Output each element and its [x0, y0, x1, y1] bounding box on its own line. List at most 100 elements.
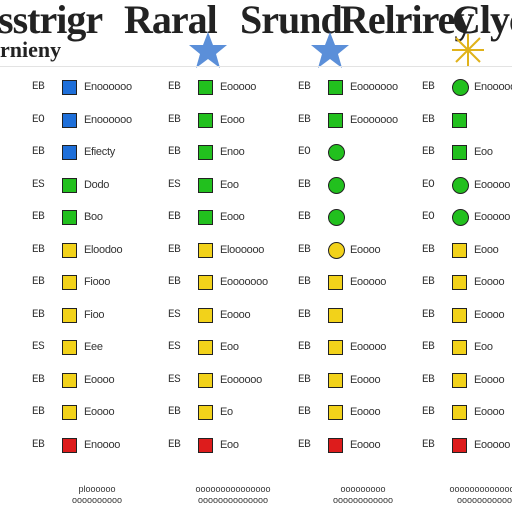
legend-row: EB Eooo [168, 208, 288, 230]
row-label: Eooo [220, 113, 245, 126]
title-word-3: Srund [240, 0, 343, 42]
legend-row: EB Eooooo [422, 436, 512, 458]
row-code: EB [32, 276, 45, 288]
legend-row: EB Eooo [422, 241, 512, 263]
legend-row: EB Eooooo [298, 338, 418, 360]
row-code: EB [168, 113, 181, 126]
legend-row: EB Eloodoo [32, 241, 152, 263]
legend-row: EB Efiecty [32, 143, 152, 165]
row-code: EB [422, 146, 435, 158]
row-label: Fioo [84, 308, 105, 321]
row-code: EO [32, 113, 45, 126]
row-label: Eoooo [84, 406, 115, 418]
row-label: Eoo [220, 438, 239, 451]
row-code: EB [422, 276, 435, 288]
row-code: ES [168, 308, 181, 321]
row-code: EB [32, 406, 45, 418]
row-label: Eooooooo [350, 81, 398, 93]
star-icon [311, 32, 349, 68]
legend-row: EB Eo [168, 403, 288, 425]
legend-row: EB Eoooo [298, 436, 418, 458]
green-square-marker [198, 112, 213, 128]
page-subtitle: rnieny [0, 37, 62, 62]
legend-row: EB Eoooo [298, 371, 418, 393]
row-code: EB [32, 243, 45, 256]
row-label: Eoooooo [220, 373, 262, 386]
legend-row: ES Eoo [168, 176, 288, 198]
row-label: Eo [220, 406, 233, 418]
green-circle-marker [452, 176, 469, 194]
row-label: Enooooo [474, 81, 512, 93]
green-circle-marker [328, 176, 345, 194]
legend-row: EB Eoooo [32, 403, 152, 425]
blue-square-marker [62, 145, 77, 160]
yellow-square-marker [62, 340, 77, 355]
row-label: Eoooo [350, 243, 381, 256]
row-code: EB [298, 113, 311, 126]
yellow-square-marker [452, 242, 467, 258]
yellow-square-marker [328, 340, 343, 355]
row-code: EB [422, 373, 435, 386]
yellow-square-marker [198, 340, 213, 355]
green-circle-marker [328, 209, 345, 226]
row-code: EB [168, 276, 181, 288]
row-code: EB [298, 178, 311, 191]
row-code: EB [298, 341, 311, 353]
legend-row: EO Enoooooo [32, 111, 152, 133]
row-code: EB [298, 373, 311, 386]
column-footer: ploooooo oooooooooo [42, 484, 152, 506]
row-code: EB [422, 341, 435, 353]
row-code: EB [168, 146, 181, 158]
row-code: EB [422, 308, 435, 321]
row-code: EB [32, 146, 45, 158]
row-label: Eoooo [350, 406, 381, 418]
legend-row: EB Eoo [168, 436, 288, 458]
row-code: EB [298, 308, 311, 321]
yellow-circle-marker [328, 241, 345, 259]
page-title: sstrigr Raral Srund Relrirey Clyc [0, 0, 512, 42]
row-code: EB [168, 243, 181, 256]
header-divider [0, 66, 512, 67]
yellow-square-marker [198, 275, 213, 290]
blue-square-marker [62, 80, 77, 95]
row-label: Eloooooo [220, 243, 265, 256]
row-code: EO [422, 211, 435, 223]
yellow-square-marker [198, 372, 213, 388]
green-square-marker [198, 210, 213, 225]
footer-line: ooooooooooooooo [195, 484, 271, 494]
yellow-square-marker [452, 275, 467, 290]
row-code: ES [32, 178, 45, 191]
row-label: Fiooo [84, 276, 111, 288]
red-square-marker [62, 437, 77, 453]
legend-row: EB Eoooo [32, 371, 152, 393]
green-square-marker [328, 80, 343, 95]
row-label: Eoo [474, 146, 493, 158]
row-label: Eooooooo [220, 276, 268, 288]
legend-row: EB Eoooo [422, 306, 512, 328]
column-footer: ooooooooooooooo oooooooooooooo [178, 484, 288, 506]
row-code: EB [32, 438, 45, 451]
row-code: EB [422, 243, 435, 256]
row-label: Eee [84, 341, 103, 353]
green-circle-marker [452, 209, 469, 226]
legend-row: ES Eoo [168, 338, 288, 360]
green-square-marker [198, 80, 213, 95]
row-code: EO [298, 146, 311, 158]
yellow-square-marker [452, 340, 467, 355]
row-code: EB [298, 243, 311, 256]
title-word-5: Clyc [452, 0, 512, 42]
footer-line: oooooooooo [71, 495, 123, 505]
row-label: Eoooo [220, 308, 251, 321]
footer-line: ooooooooooooooo [449, 484, 512, 494]
green-square-marker [198, 145, 213, 160]
row-label: Eooooo [474, 438, 511, 451]
yellow-square-marker [62, 372, 77, 388]
row-label: Enoooooo [84, 81, 132, 93]
yellow-square-marker [452, 372, 467, 388]
legend-row: EB Eoooo [422, 371, 512, 393]
row-label: Eoo [474, 341, 493, 353]
footer-line: oooooooooooo [456, 495, 512, 505]
row-code: EB [168, 211, 181, 223]
row-code: EB [422, 113, 435, 126]
